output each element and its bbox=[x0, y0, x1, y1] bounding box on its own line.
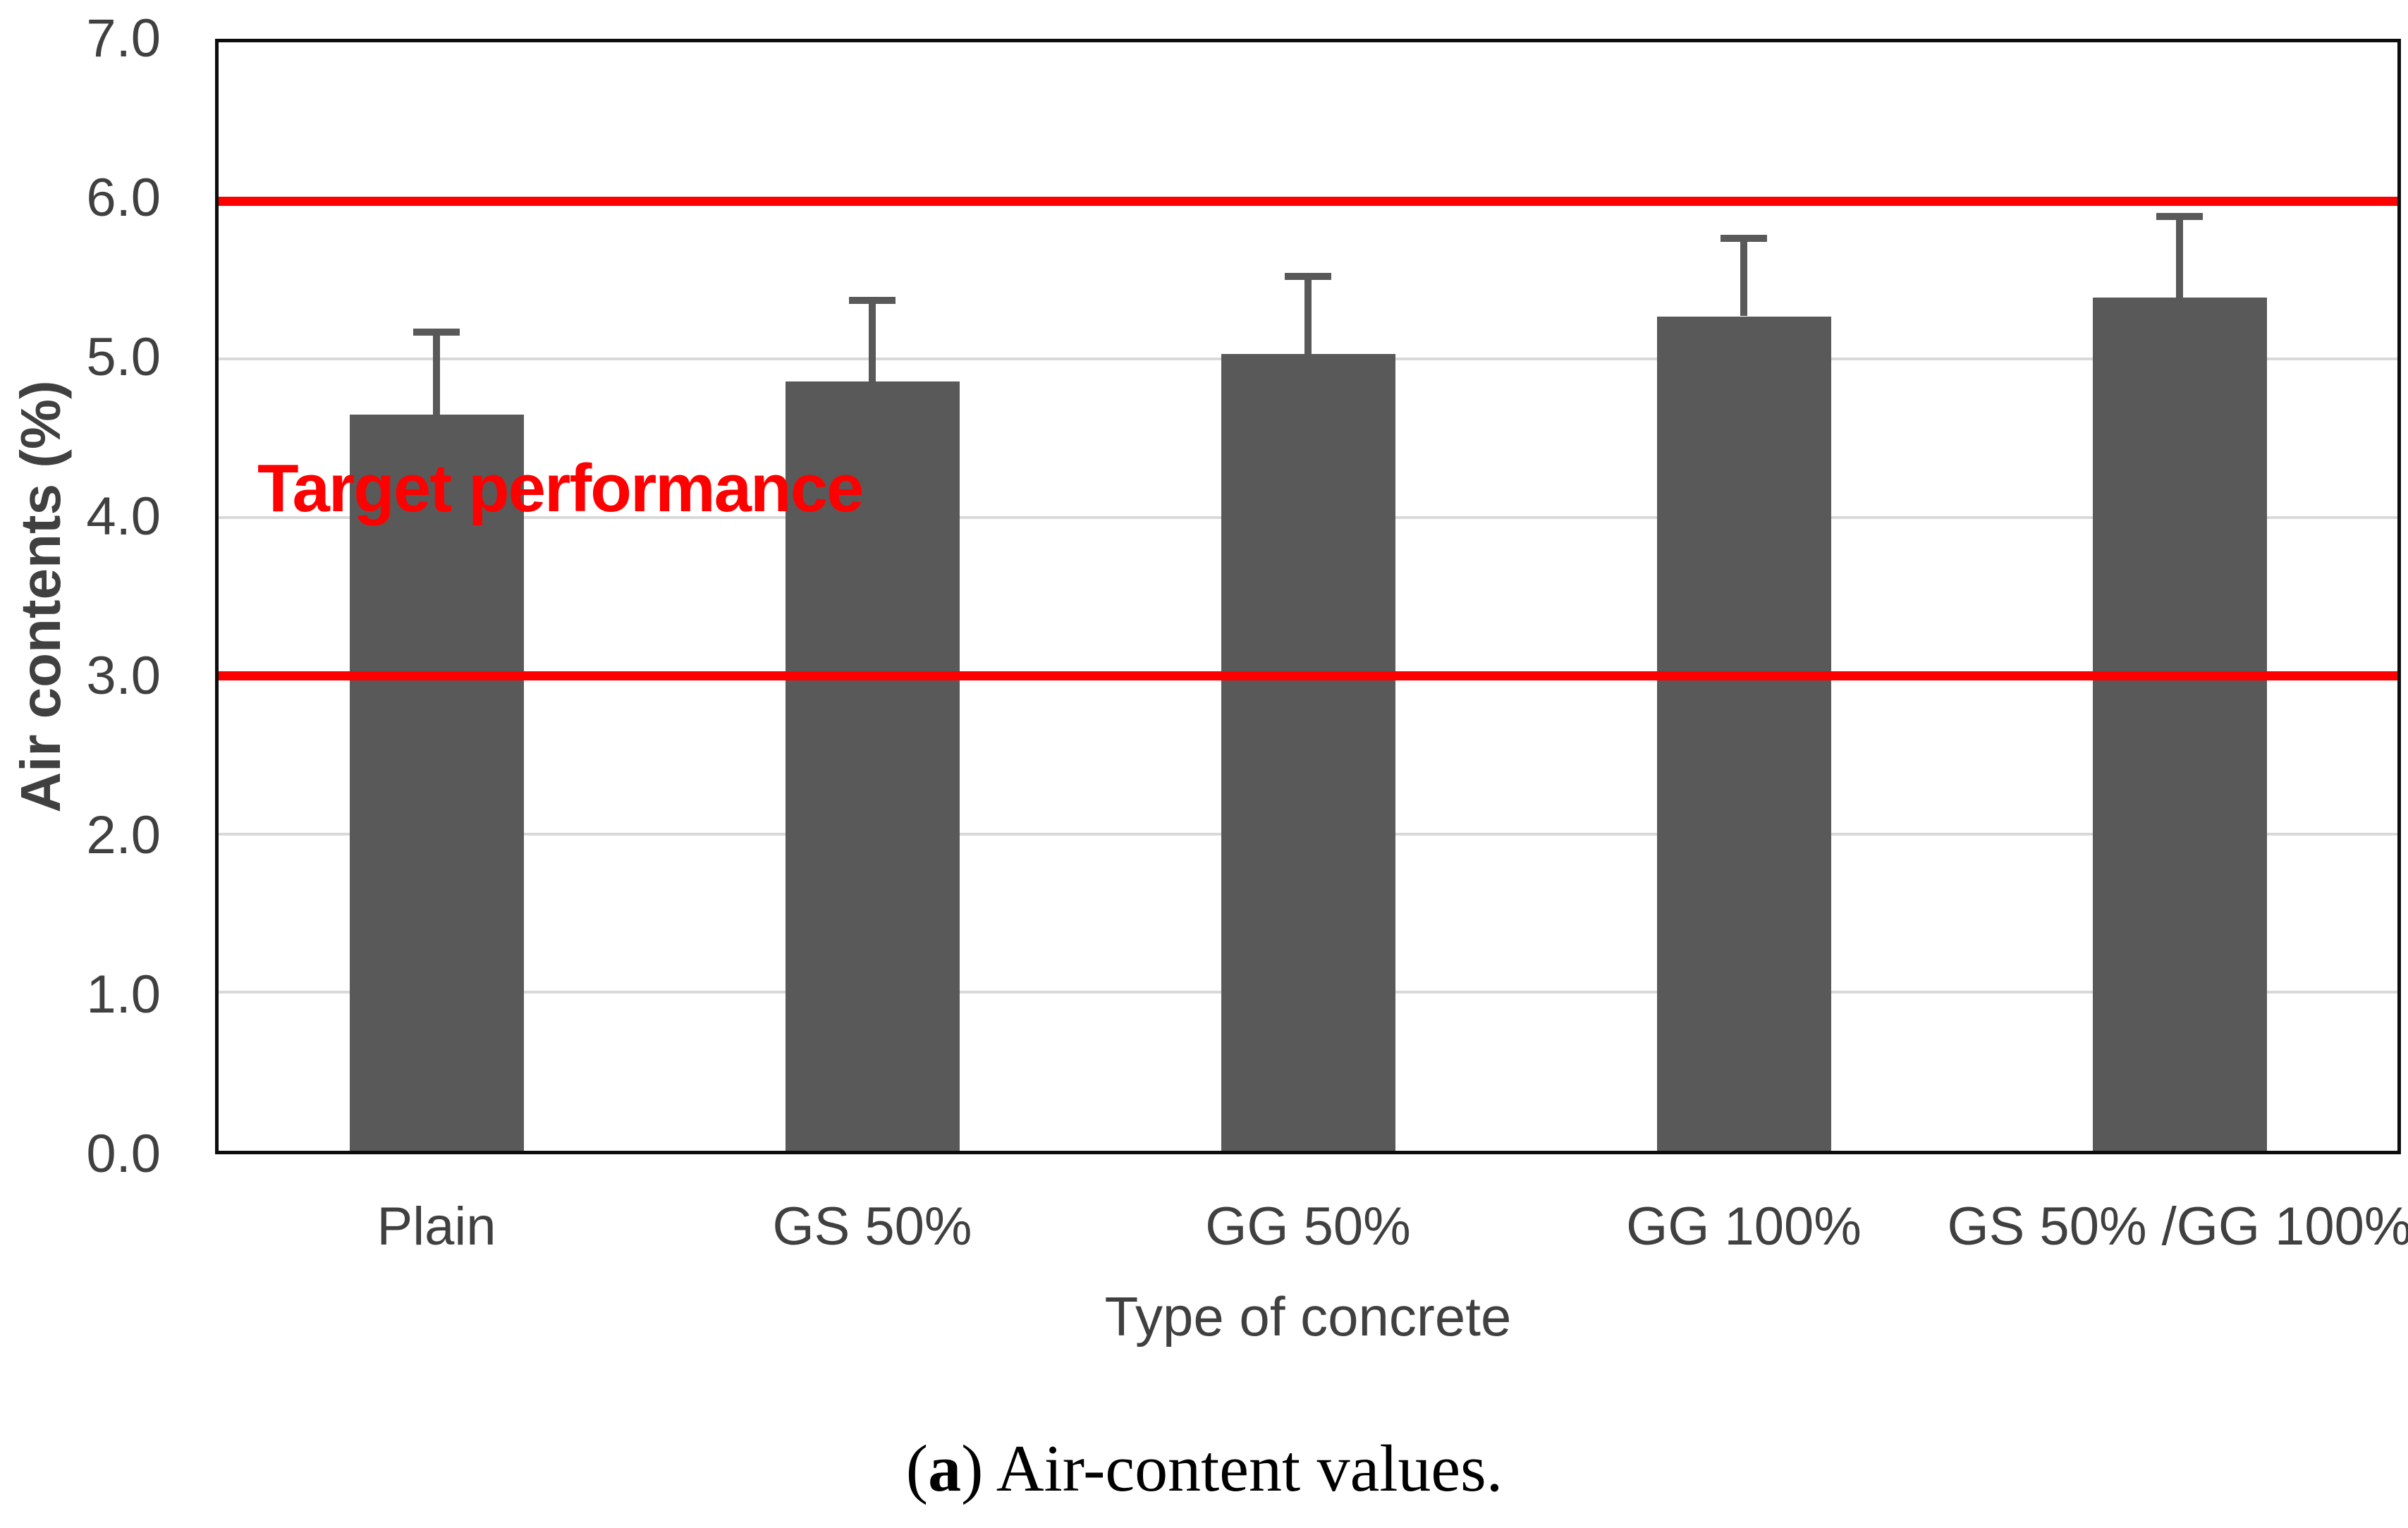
bar-gg-100 bbox=[1657, 317, 1831, 1151]
error-cap-gs-50 bbox=[849, 297, 896, 304]
y-tick-3-0: 3.0 bbox=[86, 646, 161, 706]
error-bar-gg-50 bbox=[1304, 276, 1312, 354]
x-category-gs-50: GS 50% bbox=[772, 1197, 972, 1257]
target-line-3 bbox=[219, 671, 2397, 680]
bar-plain bbox=[350, 415, 524, 1151]
error-bar-plain bbox=[433, 332, 440, 415]
target-performance-label: Target performance bbox=[257, 451, 864, 526]
bar-gg-50 bbox=[1221, 354, 1395, 1151]
y-tick-0-0: 0.0 bbox=[86, 1124, 161, 1184]
bar-gs-50-gg-100 bbox=[2093, 298, 2267, 1151]
y-tick-5-0: 5.0 bbox=[86, 327, 161, 387]
error-cap-gg-100 bbox=[1721, 235, 1767, 242]
error-cap-gs-50-gg-100 bbox=[2156, 213, 2203, 220]
x-category-gg-50: GG 50% bbox=[1205, 1197, 1411, 1257]
figure-caption: (a) Air-content values. bbox=[905, 1432, 1503, 1505]
error-bar-gg-100 bbox=[1740, 238, 1747, 316]
y-tick-7-0: 7.0 bbox=[86, 8, 161, 68]
y-tick-1-0: 1.0 bbox=[86, 965, 161, 1025]
plot-area bbox=[215, 39, 2401, 1154]
y-tick-4-0: 4.0 bbox=[86, 487, 161, 546]
caption-marker: a bbox=[928, 1432, 962, 1505]
y-tick-2-0: 2.0 bbox=[86, 805, 161, 865]
error-bar-gs-50-gg-100 bbox=[2176, 216, 2183, 298]
error-bar-gs-50 bbox=[869, 300, 876, 381]
caption-open-paren: ( bbox=[905, 1432, 929, 1505]
caption-text: Air-content values. bbox=[983, 1432, 1503, 1505]
x-axis-title: Type of concrete bbox=[1104, 1285, 1512, 1347]
target-line-6 bbox=[219, 197, 2397, 206]
y-tick-6-0: 6.0 bbox=[86, 168, 161, 228]
caption-close-paren: ) bbox=[961, 1432, 984, 1505]
bar-gs-50 bbox=[786, 381, 960, 1151]
x-category-plain: Plain bbox=[377, 1197, 496, 1257]
x-category-gg-100: GG 100% bbox=[1626, 1197, 1862, 1257]
error-cap-plain bbox=[413, 329, 460, 336]
x-category-gs-50-gg-100: GS 50% /GG 100% bbox=[1947, 1197, 2408, 1257]
y-axis-title: Air contents (%) bbox=[9, 380, 72, 813]
error-cap-gg-50 bbox=[1285, 273, 1331, 280]
